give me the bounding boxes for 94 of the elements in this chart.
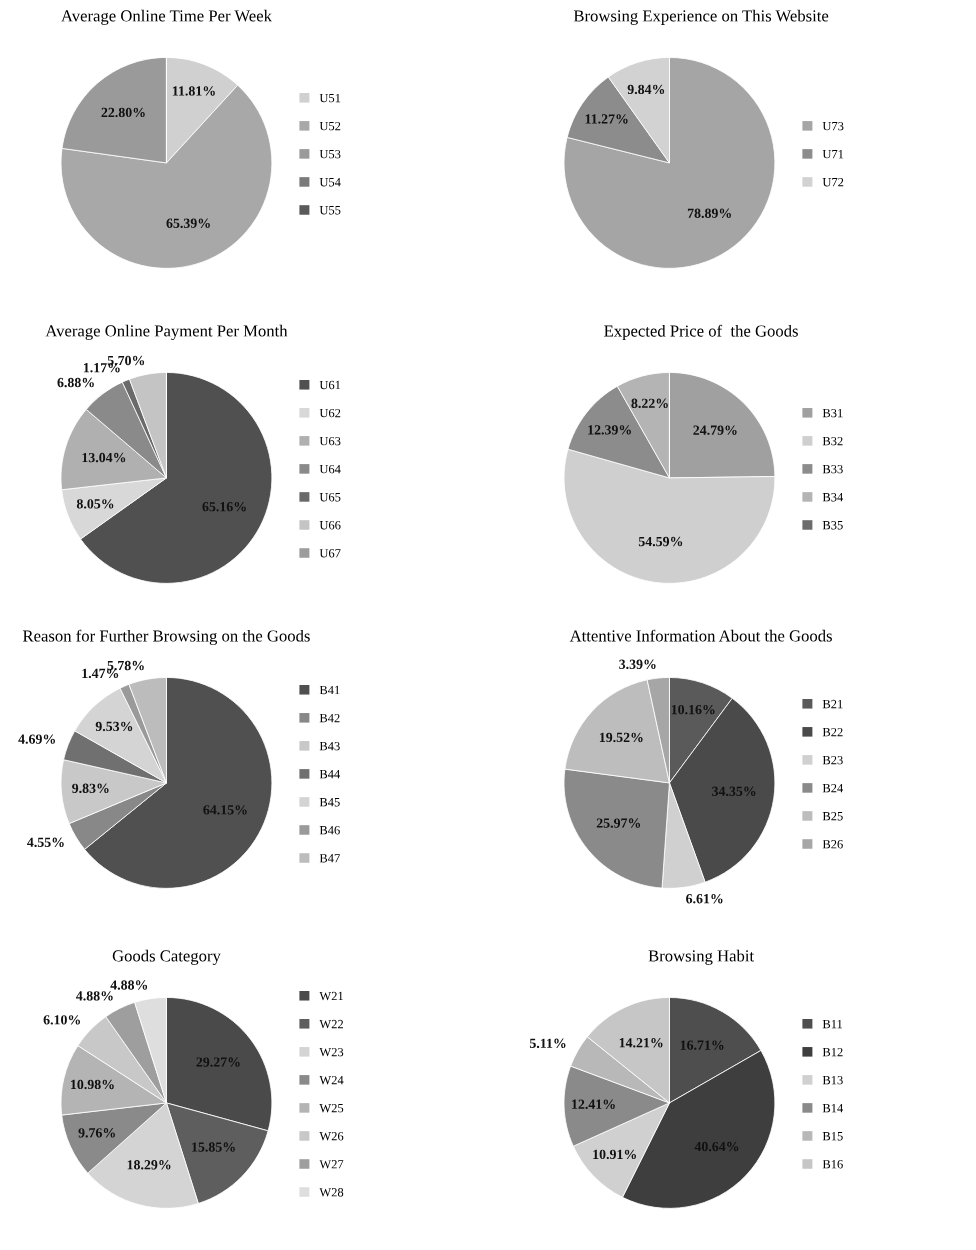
legend-label: U73: [822, 121, 844, 131]
legend-label: B16: [822, 1160, 843, 1169]
data-label: 10.98%: [71, 1079, 114, 1090]
data-label: 14.21%: [619, 1038, 663, 1048]
legend-label: U67: [319, 549, 341, 558]
legend-label: B43: [319, 741, 340, 751]
chart-title: Reason for Further Browsing on the Goods: [22, 629, 310, 646]
legend-label: U51: [319, 93, 341, 103]
legend-label: B22: [822, 727, 843, 737]
legend-label: B14: [822, 1104, 844, 1113]
legend-label: U62: [319, 408, 341, 418]
data-label: 25.97%: [596, 818, 641, 828]
legend-label: W25: [319, 1103, 344, 1113]
data-label: 9.84%: [627, 84, 665, 95]
legend-label: B32: [822, 436, 843, 446]
chart-title: Browsing Experience on This Website: [573, 9, 829, 25]
legend-label: B26: [822, 840, 843, 849]
data-label: 8.05%: [76, 499, 114, 509]
legend-label: B13: [822, 1075, 843, 1085]
data-label: 12.41%: [572, 1099, 615, 1109]
data-label: 4.55%: [27, 837, 64, 848]
legend-label: B33: [822, 464, 843, 474]
legend-label: B34: [822, 492, 844, 502]
legend-label: U53: [319, 149, 341, 159]
data-label: 29.27%: [196, 1057, 240, 1067]
data-label: 8.22%: [631, 398, 668, 409]
data-label: 78.89%: [687, 208, 731, 218]
data-label: 24.79%: [693, 425, 737, 435]
data-label: 18.29%: [127, 1160, 171, 1170]
legend-label: B35: [822, 521, 843, 530]
legend-label: B45: [319, 798, 340, 807]
legend-label: B42: [319, 713, 340, 723]
legend-label: B44: [319, 770, 341, 779]
legend-label: U64: [319, 464, 341, 474]
data-label: 3.39%: [619, 659, 656, 670]
data-label: 9.83%: [72, 783, 109, 794]
legend-label: W26: [319, 1132, 344, 1141]
chart-title: Average Online Time Per Week: [61, 9, 272, 25]
legend-label: U66: [319, 521, 341, 530]
legend-label: B46: [319, 826, 340, 835]
data-label: 4.88%: [76, 991, 113, 1001]
data-label: 6.88%: [57, 377, 94, 388]
chart-title: Browsing Habit: [648, 949, 754, 965]
legend-label: B24: [822, 783, 844, 793]
legend-label: U52: [319, 121, 341, 131]
legend-label: W23: [319, 1047, 344, 1057]
data-label: 10.91%: [593, 1149, 636, 1160]
legend-label: B25: [822, 812, 843, 821]
legend-label: W28: [319, 1188, 344, 1197]
chart-title: Expected Price of the Goods: [604, 324, 798, 341]
legend-label: W24: [319, 1075, 344, 1085]
legend-label: B31: [822, 408, 843, 418]
legend-label: B47: [319, 854, 340, 863]
legend-label: B23: [822, 755, 843, 765]
data-label: 64.15%: [203, 805, 247, 815]
chart-title: Average Online Payment Per Month: [45, 324, 288, 340]
data-label: 15.85%: [192, 1142, 235, 1152]
chart-title: Goods Category: [112, 949, 221, 965]
data-label: 22.80%: [101, 107, 145, 118]
legend-label: B15: [822, 1132, 843, 1141]
legend-label: B11: [822, 1019, 843, 1029]
chart-title: Attentive Information About the Goods: [569, 629, 832, 642]
legend-label: U71: [822, 149, 844, 159]
legend-label: B12: [822, 1047, 843, 1057]
data-label: 4.88%: [110, 980, 148, 990]
data-label: 9.53%: [95, 721, 133, 732]
legend-label: B41: [319, 685, 340, 695]
data-label: 12.39%: [588, 425, 631, 435]
data-label: 9.76%: [78, 1128, 115, 1138]
data-label: 65.39%: [166, 218, 210, 228]
legend-label: W27: [319, 1160, 344, 1169]
data-label: 6.61%: [686, 894, 723, 904]
data-label: 6.10%: [43, 1015, 81, 1025]
legend-label: U63: [319, 436, 341, 446]
data-label: 10.16%: [671, 704, 715, 715]
legend-label: U54: [319, 178, 341, 187]
slice-label: W21: [319, 991, 343, 1001]
legend-label: W22: [319, 1019, 344, 1029]
legend-label: U65: [319, 492, 341, 502]
data-label: 34.35%: [712, 786, 756, 796]
data-label: 13.04%: [82, 452, 126, 463]
data-label: 54.59%: [638, 536, 683, 547]
legend-label: U55: [319, 206, 341, 215]
data-label: 19.52%: [599, 732, 643, 743]
legend-label: B21: [822, 699, 843, 709]
data-label: 65.16%: [202, 501, 246, 512]
data-label: 11.81%: [172, 86, 215, 96]
legend-label: U72: [822, 177, 844, 187]
data-label: 4.69%: [18, 734, 55, 744]
data-label: 16.71%: [680, 1040, 724, 1050]
data-label: 11.27%: [585, 114, 628, 124]
pie-slice: [563, 57, 776, 269]
data-label: 5.11%: [529, 1038, 566, 1049]
legend-label: U61: [319, 380, 341, 390]
